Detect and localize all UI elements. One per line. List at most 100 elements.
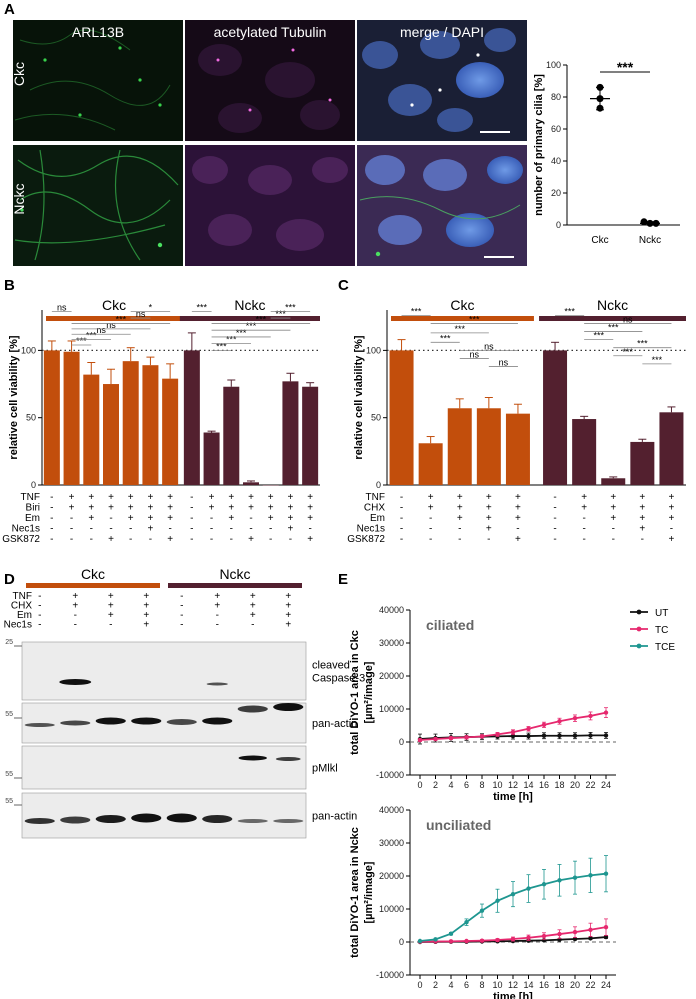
blot-label: cleaved xyxy=(312,660,350,672)
treatment-sign: - xyxy=(553,534,556,545)
x-tick-label: 10 xyxy=(492,980,502,990)
data-point xyxy=(433,736,438,742)
treatment-sign: + xyxy=(214,591,220,602)
treatment-sign: - xyxy=(70,524,73,535)
data-point xyxy=(526,726,531,731)
comparison-label: ns xyxy=(136,309,146,319)
treatment-sign: + xyxy=(108,601,114,612)
treatment-sign: + xyxy=(486,503,492,514)
treatment-sign: + xyxy=(669,492,675,503)
data-point xyxy=(588,713,593,719)
protein-band xyxy=(206,682,228,686)
treatment-sign: + xyxy=(669,534,675,545)
treatment-sign: + xyxy=(108,492,114,503)
group-label: Ckc xyxy=(450,297,474,313)
bar xyxy=(476,408,501,485)
treatment-sign: + xyxy=(581,492,587,503)
treatment-sign: - xyxy=(74,620,77,631)
y-tick-label: 0 xyxy=(399,937,404,947)
treatment-sign: + xyxy=(88,503,94,514)
treatment-sign: - xyxy=(180,601,183,612)
treatment-sign: - xyxy=(429,513,432,524)
data-point xyxy=(541,933,547,939)
group-label: Nckc xyxy=(219,566,250,582)
treatment-sign: - xyxy=(216,620,219,631)
treatment-sign: - xyxy=(582,513,585,524)
y-tick-label: 20000 xyxy=(379,671,404,681)
x-tick-label: 2 xyxy=(433,980,438,990)
treatment-sign: + xyxy=(639,524,645,535)
treatment-sign: - xyxy=(553,513,556,524)
treatment-sign: + xyxy=(268,503,274,514)
y-tick-label: 30000 xyxy=(379,838,404,848)
treatment-sign: + xyxy=(250,601,256,612)
micrograph-ckc-merge xyxy=(357,20,527,141)
comparison-label: *** xyxy=(285,302,296,312)
data-point xyxy=(479,908,485,913)
comparison-label: *** xyxy=(226,335,237,345)
micrograph-ckc-tubulin xyxy=(185,20,355,141)
legend-marker xyxy=(636,626,642,632)
comparison-label: * xyxy=(149,302,153,312)
data-point xyxy=(526,733,531,739)
treatment-row-label: TNF xyxy=(366,492,385,503)
protein-band xyxy=(60,720,91,726)
protein-band xyxy=(131,813,162,823)
data-point xyxy=(417,938,423,944)
treatment-sign: + xyxy=(250,610,256,621)
x-tick-label: 20 xyxy=(570,980,580,990)
treatment-row-label: GSK872 xyxy=(347,534,385,545)
treatment-sign: - xyxy=(180,591,183,602)
treatment-sign: + xyxy=(428,492,434,503)
treatment-sign: - xyxy=(429,534,432,545)
legend-marker xyxy=(636,643,642,649)
treatment-sign: + xyxy=(515,513,521,524)
treatment-sign: - xyxy=(612,534,615,545)
treatment-sign: + xyxy=(108,591,114,602)
data-point xyxy=(495,732,500,737)
treatment-sign: + xyxy=(639,513,645,524)
y-tick-label: 0 xyxy=(31,480,36,490)
comparison-label: ns xyxy=(106,320,116,330)
group-label: Ckc xyxy=(81,566,105,582)
comparison-label: *** xyxy=(196,302,207,312)
treatment-sign: - xyxy=(641,534,644,545)
x-tick-label: 0 xyxy=(417,780,422,790)
panel-label-c: C xyxy=(338,277,349,294)
treatment-sign: - xyxy=(612,524,615,535)
data-point xyxy=(464,735,469,740)
treatment-sign: - xyxy=(210,524,213,535)
treatment-sign: + xyxy=(515,492,521,503)
treatment-sign: - xyxy=(70,513,73,524)
row-label-ckc: Ckc xyxy=(11,62,27,86)
data-point xyxy=(596,104,604,112)
treatment-sign: - xyxy=(90,534,93,545)
treatment-sign: + xyxy=(669,503,675,514)
data-point xyxy=(433,937,438,942)
comparison-label: *** xyxy=(76,336,87,346)
bar xyxy=(659,412,684,485)
data-point xyxy=(526,935,531,940)
treatment-sign: + xyxy=(581,503,587,514)
comparison-label: ns xyxy=(470,349,480,359)
treatment-sign: - xyxy=(50,492,53,503)
comparison-label: *** xyxy=(86,331,97,341)
group-label: Ckc xyxy=(102,297,126,313)
x-tick-label: 24 xyxy=(601,780,611,790)
x-tick-label: 18 xyxy=(554,980,564,990)
treatment-sign: - xyxy=(38,601,41,612)
protein-band xyxy=(275,757,301,761)
treatment-sign: + xyxy=(167,503,173,514)
treatment-sign: - xyxy=(38,610,41,621)
bar xyxy=(103,384,119,485)
treatment-sign: + xyxy=(307,503,313,514)
bar xyxy=(223,386,240,485)
treatment-row-label: Nec1s xyxy=(12,524,40,535)
treatment-sign: - xyxy=(190,492,193,503)
treatment-sign: + xyxy=(108,610,114,621)
data-point xyxy=(541,882,547,887)
x-category-label: Nckc xyxy=(639,235,661,246)
treatment-sign: - xyxy=(50,524,53,535)
comparison-label: ns xyxy=(96,325,106,335)
